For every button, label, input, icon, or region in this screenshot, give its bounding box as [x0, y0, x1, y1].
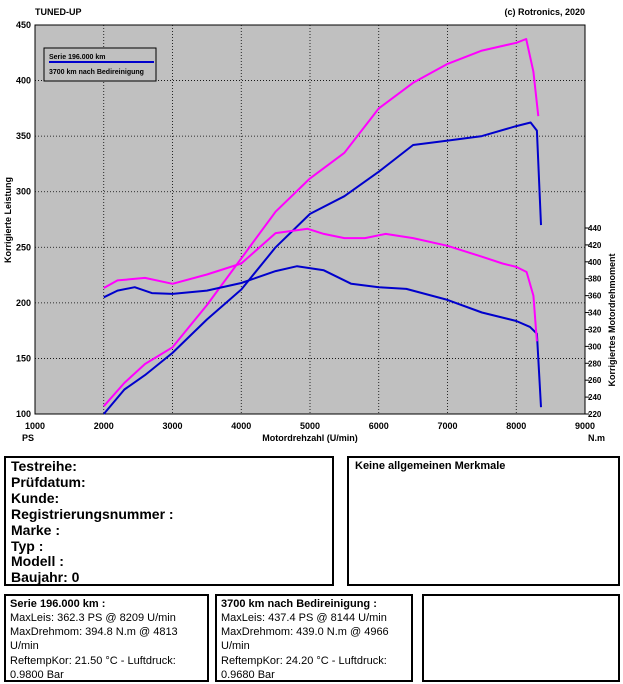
y-axis-right-label: Korrigiertes Motordrehmoment — [607, 253, 617, 386]
info-line-1: Testreihe: — [11, 458, 77, 474]
y-left-tick-label: 300 — [16, 187, 31, 197]
y-right-tick-label: 400 — [588, 258, 602, 267]
legend-label-1: Serie 196.000 km — [49, 54, 105, 61]
empty-result-box — [422, 594, 620, 682]
series-line-4-torque — [103, 227, 538, 342]
y-right-tick-label: 220 — [588, 410, 602, 419]
x-tick-label: 1000 — [25, 421, 45, 431]
info-line-3: Kunde: — [11, 489, 60, 506]
result-2-line-1: MaxLeis: 437.4 PS @ 8144 U/min — [221, 612, 387, 624]
y-left-tick-label: 400 — [16, 76, 31, 86]
x-tick-label: 6000 — [369, 421, 389, 431]
y-right-tick-label: 440 — [588, 224, 602, 233]
x-tick-label: 4000 — [231, 421, 251, 431]
result-1-line-3: U/min — [10, 640, 39, 653]
info-line-6: Typ : — [11, 537, 44, 554]
x-tick-label: 8000 — [506, 421, 526, 431]
y-right-tick-label: 300 — [588, 342, 602, 351]
info-line-5: Marke : — [11, 521, 61, 538]
x-tick-label: 2000 — [94, 421, 114, 431]
result-2-title: 3700 km nach Bedireinigung : — [221, 598, 377, 610]
y-left-tick-label: 100 — [16, 409, 31, 419]
info-line-8: Baujahr: 0 — [11, 569, 80, 586]
legend: Serie 196.000 km 3700 km nach Bedireinig… — [43, 47, 157, 82]
series-line-3-torque — [103, 265, 542, 408]
notes-box: Keine allgemeinen Merkmale — [347, 456, 620, 586]
x-tick-label: 5000 — [300, 421, 320, 431]
result-2-lines: MaxLeis: 437.4 PS @ 8144 U/min MaxDrehmom… — [221, 611, 411, 682]
y-right-tick-label: 240 — [588, 393, 602, 402]
x-tick-label: 3000 — [162, 421, 182, 431]
result-1-line-1: MaxLeis: 362.3 PS @ 8209 U/min — [10, 612, 176, 624]
legend-label-2: 3700 km nach Bedireinigung — [49, 69, 144, 76]
header-right: (c) Rotronics, 2020 — [504, 7, 585, 17]
result-1-lines: MaxLeis: 362.3 PS @ 8209 U/min MaxDrehmom… — [10, 611, 207, 682]
dyno-chart: 1000 2000 3000 4000 5000 6000 7000 8000 9000 100 1… — [3, 7, 617, 443]
y-axis-left-label: Korrigierte Leistung — [3, 177, 13, 263]
info-line-4: Registrierungsnummer : — [11, 505, 174, 522]
y-right-tick-label: 260 — [588, 376, 602, 385]
result-box-serie: Serie 196.000 km : MaxLeis: 362.3 PS @ 8… — [4, 594, 209, 682]
result-1-line-5: 0.9800 Bar — [10, 668, 64, 681]
test-info-lines: Testreihe: Prüfdatum: Kunde: Registrierungs… — [11, 458, 332, 586]
x-tick-label: 7000 — [437, 421, 457, 431]
series-line-2-power — [103, 38, 540, 407]
y-right-tick-label: 380 — [588, 275, 602, 284]
result-1-line-4: ReftempKor: 21.50 °C - Luftdruck: — [10, 654, 176, 667]
result-2-line-3: U/min — [221, 640, 250, 653]
y-left-tick-label: 200 — [16, 298, 31, 308]
info-line-2: Prüfdatum: — [11, 473, 86, 490]
y-left-tick-label: 450 — [16, 20, 31, 30]
x-tick-label: 9000 — [575, 421, 595, 431]
x-axis-label: Motordrehzahl (U/min) — [262, 433, 358, 443]
result-1-line-2: MaxDrehmom: 394.8 N.m @ 4813 — [10, 626, 178, 639]
result-2-line-2: MaxDrehmom: 439.0 N.m @ 4966 — [221, 626, 389, 639]
result-2-line-4: ReftempKor: 24.20 °C - Luftdruck: — [221, 654, 387, 667]
x-unit-left: PS — [22, 433, 34, 443]
header-left: TUNED-UP — [35, 7, 82, 17]
y-right-tick-label: 320 — [588, 325, 602, 334]
x-unit-right: N.m — [588, 433, 605, 443]
test-info-box: Testreihe: Prüfdatum: Kunde: Registrierungs… — [4, 456, 334, 586]
series-line-1-power — [103, 121, 542, 415]
y-right-tick-label: 360 — [588, 292, 602, 301]
info-line-7: Modell : — [11, 553, 64, 570]
result-box-bedireinigung: 3700 km nach Bedireinigung : MaxLeis: 43… — [215, 594, 413, 682]
y-left-tick-label: 350 — [16, 131, 31, 141]
y-right-tick-label: 420 — [588, 241, 602, 250]
y-left-tick-label: 150 — [16, 353, 31, 363]
notes-title: Keine allgemeinen Merkmale — [355, 460, 506, 472]
y-right-tick-label: 280 — [588, 359, 602, 368]
result-1-title: Serie 196.000 km : — [10, 598, 106, 610]
y-left-tick-label: 250 — [16, 242, 31, 252]
y-right-tick-label: 340 — [588, 309, 602, 318]
result-2-line-5: 0.9680 Bar — [221, 668, 275, 681]
